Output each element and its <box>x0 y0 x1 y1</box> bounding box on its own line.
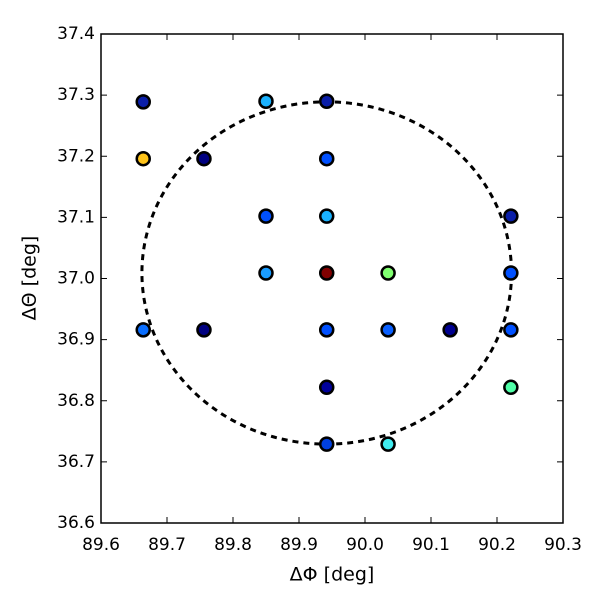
point <box>135 94 151 110</box>
point <box>135 150 151 167</box>
point <box>258 93 274 109</box>
point <box>503 265 519 281</box>
y-tick-label: 36.8 <box>57 391 95 411</box>
y-tick-label: 37.0 <box>57 269 95 289</box>
point <box>318 322 335 338</box>
x-tick-label: 90.3 <box>544 535 582 555</box>
x-tick-label: 89.7 <box>148 535 186 555</box>
point <box>135 322 151 338</box>
x-axis-label: ΔΦ [deg] <box>290 564 375 586</box>
point <box>318 208 335 224</box>
point <box>318 379 335 396</box>
point <box>380 265 396 281</box>
point <box>258 208 274 224</box>
x-tick-label: 90.1 <box>412 535 450 555</box>
point <box>442 322 458 338</box>
y-tick-label: 36.6 <box>57 513 95 533</box>
y-tick-label: 36.7 <box>57 452 95 472</box>
point <box>196 322 212 338</box>
y-axis-label: ΔΘ [deg] <box>19 236 41 321</box>
x-tick-label: 89.9 <box>280 535 318 555</box>
point <box>503 379 519 396</box>
point <box>380 322 396 338</box>
point <box>318 265 335 281</box>
x-tick-label: 90.2 <box>478 535 516 555</box>
point <box>318 93 335 109</box>
point <box>258 265 274 281</box>
y-tick-label: 37.4 <box>57 24 95 44</box>
x-tick-label: 89.6 <box>82 535 120 555</box>
point <box>318 150 335 167</box>
y-tick-label: 37.2 <box>57 146 95 166</box>
point <box>503 208 519 224</box>
y-tick-label: 37.1 <box>57 207 95 227</box>
point <box>380 436 396 452</box>
x-tick-label: 89.8 <box>214 535 252 555</box>
point <box>196 150 212 167</box>
point <box>318 436 335 452</box>
y-tick-label: 37.3 <box>57 85 95 105</box>
point <box>503 322 519 338</box>
y-tick-label: 36.9 <box>57 330 95 350</box>
x-tick-label: 90.0 <box>346 535 384 555</box>
